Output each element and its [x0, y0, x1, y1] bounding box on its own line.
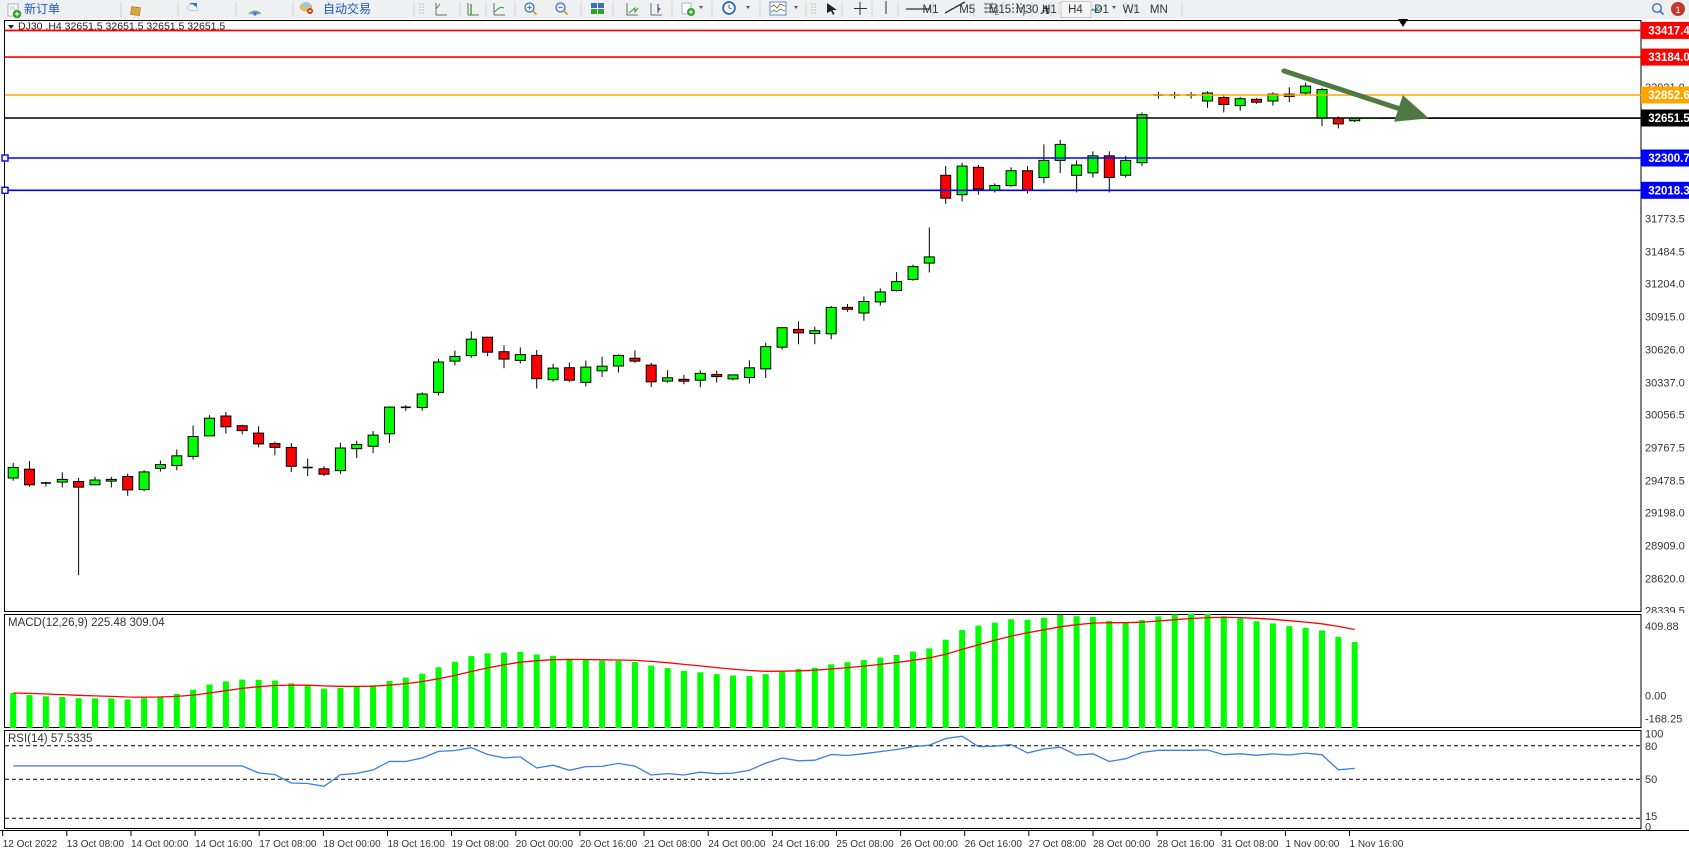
svg-text:25 Oct 08:00: 25 Oct 08:00: [836, 839, 894, 850]
svg-text:1 Nov 16:00: 1 Nov 16:00: [1350, 839, 1404, 850]
svg-text:28909.0: 28909.0: [1645, 541, 1685, 553]
svg-text:32018.3: 32018.3: [1648, 185, 1689, 197]
svg-text:31 Oct 08:00: 31 Oct 08:00: [1221, 839, 1279, 850]
svg-text:24 Oct 00:00: 24 Oct 00:00: [708, 839, 766, 850]
svg-text:自动交易: 自动交易: [323, 1, 371, 16]
svg-text:32852.6: 32852.6: [1648, 90, 1689, 102]
svg-text:28339.5: 28339.5: [1645, 606, 1685, 613]
svg-text:100: 100: [1645, 729, 1663, 741]
svg-text:MN: MN: [1150, 4, 1168, 16]
svg-text:M15: M15: [989, 4, 1011, 16]
svg-text:M30: M30: [1016, 4, 1038, 16]
svg-text:-168.25: -168.25: [1645, 714, 1682, 726]
svg-text:28620.0: 28620.0: [1645, 574, 1685, 586]
svg-text:13 Oct 08:00: 13 Oct 08:00: [67, 839, 125, 850]
svg-text:31773.5: 31773.5: [1645, 213, 1685, 225]
svg-text:32300.7: 32300.7: [1648, 153, 1689, 165]
svg-text:M5: M5: [959, 4, 975, 16]
svg-text:31204.0: 31204.0: [1645, 278, 1685, 290]
svg-text:RSI(14) 57.5335: RSI(14) 57.5335: [8, 733, 92, 745]
svg-text:24 Oct 16:00: 24 Oct 16:00: [772, 839, 830, 850]
svg-text:33417.4: 33417.4: [1648, 25, 1689, 37]
svg-text:14 Oct 00:00: 14 Oct 00:00: [131, 839, 189, 850]
svg-text:31484.5: 31484.5: [1645, 246, 1685, 258]
svg-text:30626.0: 30626.0: [1645, 344, 1685, 356]
svg-text:33184.0: 33184.0: [1648, 52, 1689, 64]
svg-text:W1: W1: [1123, 4, 1140, 16]
svg-text:18 Oct 16:00: 18 Oct 16:00: [388, 839, 446, 850]
svg-text:29198.0: 29198.0: [1645, 508, 1685, 520]
svg-text:12 Oct 2022: 12 Oct 2022: [3, 839, 58, 850]
svg-text:29478.5: 29478.5: [1645, 476, 1685, 488]
svg-text:新订单: 新订单: [24, 1, 60, 16]
svg-text:28 Oct 16:00: 28 Oct 16:00: [1157, 839, 1215, 850]
svg-text:26 Oct 16:00: 26 Oct 16:00: [965, 839, 1023, 850]
svg-text:H4: H4: [1068, 4, 1083, 16]
svg-text:D1: D1: [1094, 4, 1109, 16]
svg-text:20 Oct 16:00: 20 Oct 16:00: [580, 839, 638, 850]
svg-text:0.00: 0.00: [1645, 690, 1666, 702]
svg-text:21 Oct 08:00: 21 Oct 08:00: [644, 839, 702, 850]
svg-text:1 Nov 00:00: 1 Nov 00:00: [1285, 839, 1339, 850]
svg-text:26 Oct 00:00: 26 Oct 00:00: [901, 839, 959, 850]
svg-text:50: 50: [1645, 774, 1657, 786]
svg-text:MACD(12,26,9) 225.48 309.04: MACD(12,26,9) 225.48 309.04: [8, 617, 165, 629]
svg-text:19 Oct 08:00: 19 Oct 08:00: [452, 839, 510, 850]
svg-text:18 Oct 00:00: 18 Oct 00:00: [323, 839, 381, 850]
svg-text:14 Oct 16:00: 14 Oct 16:00: [195, 839, 253, 850]
svg-text:30056.5: 30056.5: [1645, 410, 1685, 422]
svg-text:29767.5: 29767.5: [1645, 443, 1685, 455]
svg-text:17 Oct 08:00: 17 Oct 08:00: [259, 839, 317, 850]
svg-text:27 Oct 08:00: 27 Oct 08:00: [1029, 839, 1087, 850]
svg-text:H1: H1: [1042, 4, 1057, 16]
svg-text:1: 1: [1675, 5, 1680, 15]
svg-text:0: 0: [1645, 822, 1651, 831]
svg-text:30915.0: 30915.0: [1645, 311, 1685, 323]
svg-text:28 Oct 00:00: 28 Oct 00:00: [1093, 839, 1151, 850]
svg-text:M1: M1: [923, 4, 939, 16]
svg-text:20 Oct 00:00: 20 Oct 00:00: [516, 839, 574, 850]
svg-text:409.88: 409.88: [1645, 621, 1679, 633]
svg-text:80: 80: [1645, 741, 1657, 753]
svg-text:32651.5: 32651.5: [1648, 113, 1689, 125]
svg-text:30337.0: 30337.0: [1645, 377, 1685, 389]
